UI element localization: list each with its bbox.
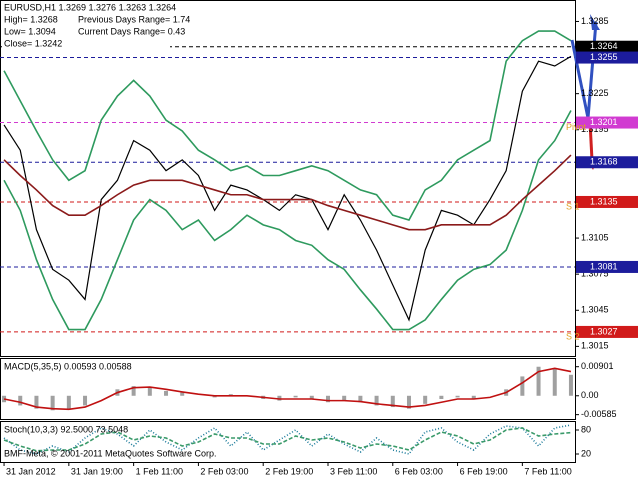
series-line	[3, 427, 572, 452]
y-tick-label: 1.3285	[581, 16, 609, 26]
histogram-bar	[325, 395, 330, 403]
histogram-bar	[536, 366, 541, 396]
level-label: 1.3027	[590, 326, 618, 336]
level-name: S 1	[566, 201, 580, 211]
x-tick-label: 1 Feb 11:00	[136, 466, 183, 476]
info-text: Close= 1.3242	[4, 38, 62, 48]
info-text: Current Days Range= 0.43	[78, 26, 185, 36]
level-box	[576, 195, 638, 208]
x-tick-label: 31 Jan 2012	[6, 466, 56, 476]
level-label: 1.3201	[590, 117, 618, 127]
x-tick-label: 31 Jan 19:00	[71, 466, 123, 476]
histogram-bar	[164, 390, 169, 396]
level-label: 1.3255	[590, 52, 618, 62]
level-name: Pivot	[566, 122, 587, 132]
arrow-head-up	[590, 14, 600, 30]
x-tick-label: 2 Feb 19:00	[265, 466, 313, 476]
histogram-bar	[406, 395, 411, 409]
level-name: S 2	[566, 331, 580, 341]
series-line	[3, 367, 572, 411]
histogram-bar	[2, 395, 7, 403]
histogram-bar	[131, 386, 136, 396]
level-label: 1.3135	[590, 196, 618, 206]
histogram-bar	[374, 395, 379, 406]
x-tick-label: 6 Feb 19:00	[460, 466, 508, 476]
symbol-title: EURUSD,H1 1.3269 1.3276 1.3263 1.3264	[4, 2, 176, 12]
y-tick-label: 1.3015	[581, 341, 609, 351]
watermark: BMF-Meta, © 2001-2011 MetaQuotes Softwar…	[4, 448, 217, 458]
histogram-bar	[50, 395, 55, 411]
y-tick-label: -0.00585	[581, 409, 617, 419]
info-text: Low= 1.3094	[4, 26, 56, 36]
series-line	[3, 154, 572, 231]
histogram-bar	[147, 387, 152, 396]
plot-layer	[0, 20, 579, 466]
level-box	[576, 156, 638, 169]
stoch-panel-frame	[0, 421, 576, 463]
x-tick-label: 6 Feb 03:00	[395, 466, 443, 476]
level-label: 1.3168	[590, 157, 618, 167]
histogram-bar	[212, 395, 217, 398]
info-text: High= 1.3268	[4, 14, 58, 24]
y-tick-label: 0.00	[581, 390, 599, 400]
macd-panel-frame	[0, 358, 576, 420]
histogram-bar	[568, 374, 573, 396]
x-tick-label: 3 Feb 11:00	[330, 466, 377, 476]
series-line	[3, 55, 572, 322]
level-label: 1.3264	[590, 41, 618, 51]
x-tick-label: 2 Feb 03:00	[200, 466, 248, 476]
panel-title: Stoch(10,3,3) 92.5000 73.5048	[4, 424, 128, 434]
histogram-bar	[520, 376, 525, 396]
histogram-bar	[390, 395, 395, 408]
histogram-bar	[471, 395, 476, 399]
histogram-bar	[34, 395, 39, 409]
y-tick-label: 0.00901	[581, 361, 614, 371]
histogram-bar	[66, 395, 71, 409]
y-tick-label: 1.3105	[581, 232, 609, 242]
level-label: 1.3081	[590, 261, 618, 271]
series-line	[3, 30, 572, 221]
info-text: Previous Days Range= 1.74	[78, 14, 190, 24]
histogram-bar	[83, 395, 88, 406]
y-tick-label: 1.3225	[581, 88, 609, 98]
histogram-bar	[277, 395, 282, 401]
series-line	[3, 424, 572, 455]
series-line	[3, 110, 572, 331]
level-box	[576, 116, 638, 129]
main-panel-frame	[0, 0, 576, 357]
histogram-bar	[439, 395, 444, 399]
y-tick-label: 80	[581, 424, 591, 434]
histogram-bar	[180, 392, 185, 396]
histogram-bar	[309, 395, 314, 399]
y-tick-label: 1.3075	[581, 269, 609, 279]
histogram-bar	[293, 395, 298, 398]
histogram-bar	[455, 395, 460, 398]
info-box	[2, 2, 170, 50]
y-tick-label: 1.3195	[581, 124, 609, 134]
histogram-bar	[228, 394, 233, 396]
histogram-bar	[552, 368, 557, 396]
level-box	[576, 325, 638, 338]
y-tick-label: 20	[581, 448, 591, 458]
panel-title: MACD(5,35,5) 0.00593 0.00588	[4, 361, 132, 371]
histogram-bar	[358, 395, 363, 403]
x-tick-label: 7 Feb 11:00	[524, 466, 571, 476]
histogram-bar	[18, 395, 23, 406]
level-box	[576, 260, 638, 273]
level-box	[576, 51, 638, 64]
level-box	[576, 40, 638, 53]
histogram-bar	[423, 395, 428, 404]
y-tick-label: 1.3045	[581, 305, 609, 315]
histogram-bar	[342, 395, 347, 401]
